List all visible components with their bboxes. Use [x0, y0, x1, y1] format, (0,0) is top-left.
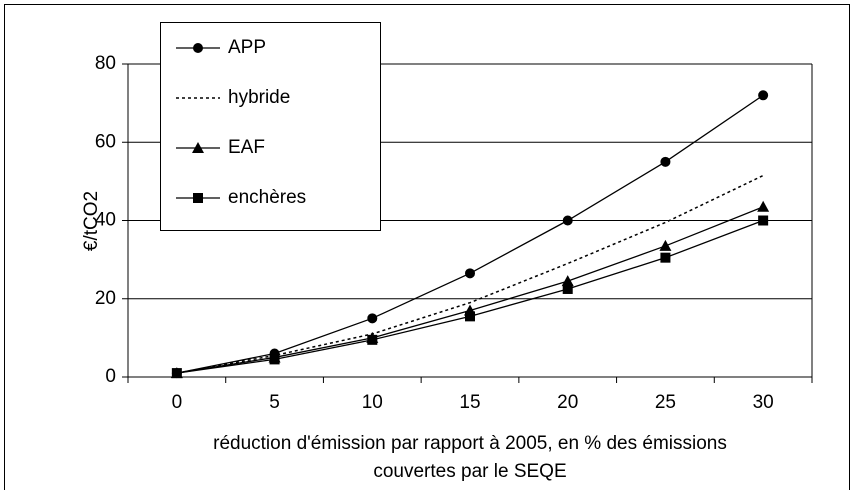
legend-label: EAF: [228, 137, 265, 158]
x-tick-label: 10: [362, 392, 383, 413]
marker: [367, 313, 378, 324]
marker: [562, 283, 573, 294]
marker: [659, 239, 672, 251]
marker: [269, 354, 280, 365]
y-tick-label: 60: [95, 131, 116, 152]
marker: [193, 193, 203, 203]
x-tick-label: 25: [655, 392, 676, 413]
y-tick-label: 80: [95, 53, 116, 74]
legend-label: APP: [228, 37, 266, 58]
marker: [758, 215, 769, 226]
marker: [562, 215, 573, 226]
marker: [192, 142, 204, 153]
marker: [660, 252, 671, 263]
marker: [465, 311, 475, 322]
chart-frame: [4, 4, 850, 490]
x-tick-label: 5: [269, 392, 280, 413]
x-tick-label: 15: [459, 392, 480, 413]
marker: [660, 156, 671, 167]
x-tick-label: 20: [557, 392, 578, 413]
marker: [561, 275, 574, 287]
marker: [757, 200, 770, 212]
y-tick-label: 0: [105, 366, 116, 387]
marker: [193, 43, 203, 53]
x-tick-label: 0: [172, 392, 183, 413]
x-axis-label: couvertes par le SEQE: [373, 461, 566, 482]
marker: [367, 334, 378, 345]
y-tick-label: 20: [95, 288, 116, 309]
marker: [758, 90, 769, 101]
x-tick-label: 30: [753, 392, 774, 413]
marker: [171, 368, 182, 379]
legend-label: enchères: [228, 187, 306, 208]
y-axis-label: €/tCO2: [81, 191, 102, 251]
legend-label: hybride: [228, 87, 290, 108]
series-line: [176, 174, 764, 374]
y-tick-label: 40: [95, 210, 116, 231]
x-axis-label: réduction d'émission par rapport à 2005,…: [213, 433, 727, 454]
marker: [465, 268, 475, 279]
